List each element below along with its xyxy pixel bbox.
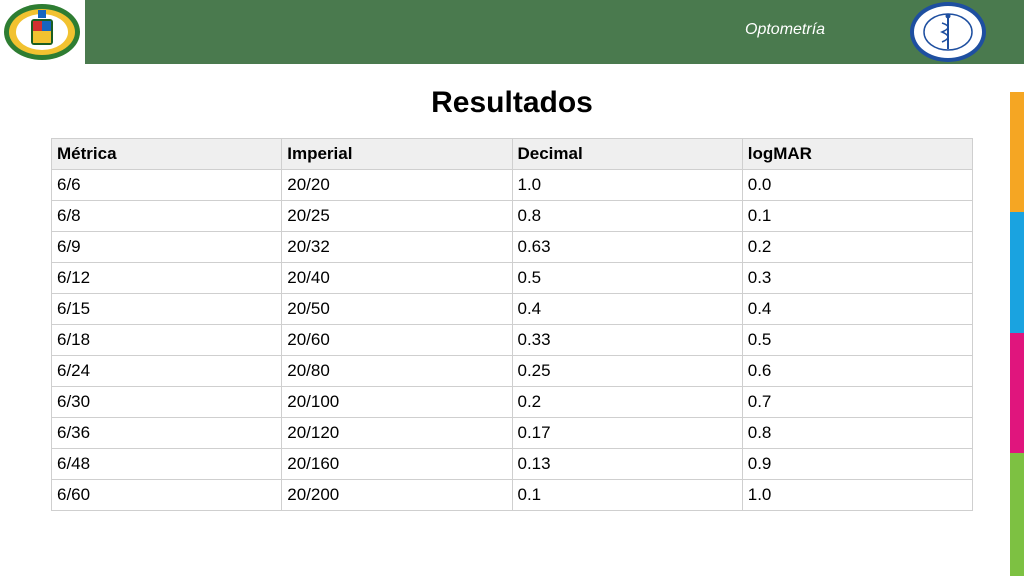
table-row: 6/8 20/25 0.8 0.1 [50,200,974,232]
accent-bar-blue [1010,212,1024,333]
cell-metrica: 6/24 [50,355,283,387]
cell-metrica: 6/30 [50,386,283,418]
cell-logmar: 0.3 [741,262,974,294]
cell-decimal: 0.5 [511,262,743,294]
cell-imperial: 20/20 [281,169,513,201]
cell-logmar: 1.0 [741,479,974,511]
cell-logmar: 0.9 [741,448,974,480]
column-header-metrica: Métrica [50,138,283,170]
cell-decimal: 0.13 [511,448,743,480]
cell-imperial: 20/25 [281,200,513,232]
faculty-logo [910,2,986,62]
cell-metrica: 6/6 [50,169,283,201]
cell-imperial: 20/40 [281,262,513,294]
cell-logmar: 0.0 [741,169,974,201]
cell-logmar: 0.7 [741,386,974,418]
cell-metrica: 6/36 [50,417,283,449]
cell-metrica: 6/9 [50,231,283,263]
table-row: 6/30 20/100 0.2 0.7 [50,386,974,418]
cell-imperial: 20/60 [281,324,513,356]
table-row: 6/18 20/60 0.33 0.5 [50,324,974,356]
table-row: 6/24 20/80 0.25 0.6 [50,355,974,387]
table-header-row: Métrica Imperial Decimal logMAR [50,138,974,170]
subject-label: Optometría [745,21,826,38]
column-header-imperial: Imperial [281,138,513,170]
accent-bar-magenta [1010,333,1024,453]
cell-metrica: 6/48 [50,448,283,480]
cell-logmar: 0.6 [741,355,974,387]
cell-metrica: 6/15 [50,293,283,325]
cell-decimal: 0.2 [511,386,743,418]
table-row: 6/12 20/40 0.5 0.3 [50,262,974,294]
accent-bar-green [1010,453,1024,576]
table-row: 6/15 20/50 0.4 0.4 [50,293,974,325]
table-row: 6/36 20/120 0.17 0.8 [50,417,974,449]
cell-imperial: 20/160 [281,448,513,480]
cell-decimal: 0.33 [511,324,743,356]
cell-logmar: 0.8 [741,417,974,449]
results-table: Métrica Imperial Decimal logMAR 6/6 20/2… [50,138,974,511]
cell-metrica: 6/60 [50,479,283,511]
university-logo [0,0,85,64]
table-row: 6/60 20/200 0.1 1.0 [50,479,974,511]
cell-decimal: 0.8 [511,200,743,232]
column-header-logmar: logMAR [741,138,974,170]
cell-logmar: 0.4 [741,293,974,325]
cell-metrica: 6/12 [50,262,283,294]
accent-bar-orange [1010,92,1024,212]
cell-decimal: 0.63 [511,231,743,263]
table-row: 6/48 20/160 0.13 0.9 [50,448,974,480]
cell-decimal: 0.4 [511,293,743,325]
cell-logmar: 0.2 [741,231,974,263]
page-title: Resultados [431,86,593,119]
cell-imperial: 20/50 [281,293,513,325]
table-row: 6/9 20/32 0.63 0.2 [50,231,974,263]
cell-decimal: 0.25 [511,355,743,387]
column-header-decimal: Decimal [511,138,743,170]
cell-decimal: 1.0 [511,169,743,201]
cell-imperial: 20/200 [281,479,513,511]
cell-logmar: 0.5 [741,324,974,356]
cell-imperial: 20/100 [281,386,513,418]
cell-imperial: 20/80 [281,355,513,387]
cell-imperial: 20/120 [281,417,513,449]
cell-imperial: 20/32 [281,231,513,263]
cell-metrica: 6/8 [50,200,283,232]
cell-decimal: 0.17 [511,417,743,449]
cell-logmar: 0.1 [741,200,974,232]
cell-decimal: 0.1 [511,479,743,511]
cell-metrica: 6/18 [50,324,283,356]
header-bar: Optometría [0,0,1024,64]
table-row: 6/6 20/20 1.0 0.0 [50,169,974,201]
